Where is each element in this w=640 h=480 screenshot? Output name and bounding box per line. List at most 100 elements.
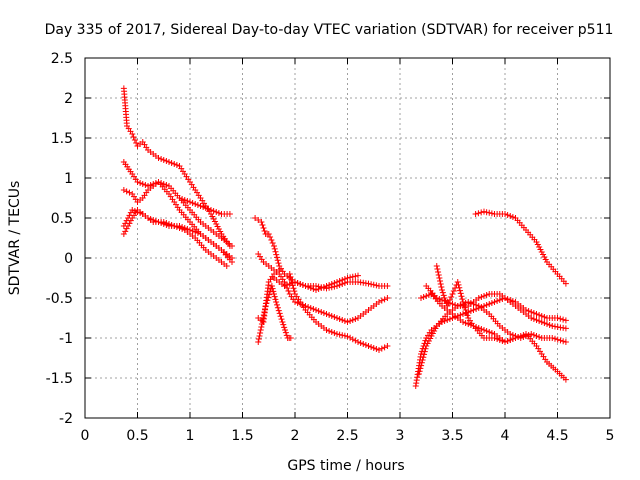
data-point: [334, 331, 340, 337]
data-point: [339, 317, 346, 323]
data-point: [275, 307, 282, 314]
data-point: [163, 220, 170, 226]
data-point: [261, 228, 268, 234]
data-point: [494, 336, 501, 342]
y-tick-label: -1: [59, 331, 73, 347]
data-point: [507, 213, 514, 219]
data-point: [223, 263, 230, 269]
data-point: [502, 211, 508, 217]
data-point: [475, 210, 482, 217]
data-point: [272, 296, 279, 303]
data-point: [284, 282, 291, 288]
data-point: [378, 345, 385, 352]
y-tick-label: 1.5: [51, 131, 73, 147]
data-point: [315, 286, 322, 292]
data-point: [279, 319, 286, 325]
data-point: [276, 267, 283, 273]
data-point: [530, 316, 537, 322]
data-point: [271, 245, 278, 252]
data-point: [362, 342, 369, 348]
data-point: [176, 195, 183, 201]
data-point: [137, 180, 144, 186]
data-point: [255, 217, 262, 223]
data-point: [297, 281, 304, 287]
data-point: [326, 312, 333, 318]
data-point: [274, 301, 280, 308]
data-point: [460, 311, 466, 317]
data-point: [347, 274, 354, 281]
data-point: [320, 310, 327, 316]
data-point: [273, 299, 280, 305]
data-point: [280, 321, 287, 328]
data-point: [461, 304, 468, 311]
data-point: [129, 207, 136, 213]
data-point: [288, 276, 295, 283]
data-point: [457, 287, 463, 294]
data-point: [320, 284, 327, 290]
data-point: [483, 302, 490, 308]
data-point: [318, 285, 325, 291]
data-point: [215, 210, 222, 216]
data-point: [339, 277, 346, 283]
data-point: [525, 332, 532, 338]
data-point: [481, 208, 487, 215]
data-point: [291, 288, 298, 295]
data-point: [418, 359, 425, 366]
data-point: [541, 314, 548, 320]
data-point: [494, 298, 501, 304]
data-point: [299, 282, 306, 288]
data-point: [142, 182, 149, 188]
data-point: [439, 319, 445, 325]
data-point: [349, 336, 356, 343]
data-point: [179, 226, 186, 232]
data-point: [478, 294, 485, 300]
data-point: [122, 220, 129, 227]
data-point: [305, 284, 312, 290]
data-point: [229, 255, 235, 261]
data-point: [509, 336, 516, 342]
data-point: [184, 198, 191, 204]
data-point: [452, 302, 459, 308]
data-point: [134, 179, 141, 185]
data-point: [331, 314, 338, 320]
data-point: [444, 303, 451, 309]
data-point: [276, 310, 283, 317]
data-point: [271, 243, 277, 249]
data-point: [255, 339, 262, 345]
data-point: [465, 321, 472, 327]
data-point: [292, 299, 298, 305]
data-points: [120, 85, 569, 389]
data-point: [483, 209, 490, 216]
data-point: [475, 295, 482, 301]
y-tick-label: 0.5: [51, 211, 73, 227]
data-point: [507, 337, 514, 343]
data-point: [289, 279, 295, 286]
data-point: [270, 288, 277, 295]
data-point: [310, 286, 317, 292]
data-point: [421, 348, 428, 355]
data-point: [420, 294, 427, 300]
data-point: [384, 283, 391, 289]
data-point: [352, 337, 359, 344]
data-point: [554, 336, 561, 343]
data-point: [473, 324, 480, 330]
x-tick-label: 4.5: [546, 428, 568, 444]
data-point: [286, 271, 293, 277]
data-point: [274, 257, 281, 264]
data-point: [373, 346, 380, 352]
data-point: [462, 307, 469, 313]
data-point: [163, 182, 170, 188]
data-point: [530, 310, 537, 316]
data-point: [133, 140, 140, 146]
data-point: [449, 301, 456, 307]
data-point: [440, 292, 447, 299]
data-point: [437, 278, 444, 284]
data-point: [496, 337, 503, 343]
data-point: [339, 332, 346, 339]
data-point: [491, 335, 498, 341]
data-point: [310, 306, 317, 312]
data-point: [533, 317, 540, 323]
x-tick-label: 2: [291, 428, 300, 444]
data-point: [122, 228, 129, 235]
data-point: [436, 296, 443, 302]
